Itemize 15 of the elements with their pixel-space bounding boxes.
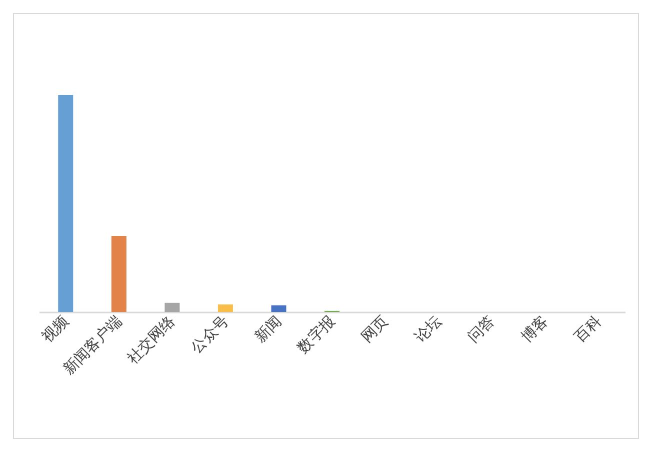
bar xyxy=(111,236,126,312)
x-tick-label: 网页 xyxy=(359,314,392,346)
x-tick-label: 公众号 xyxy=(188,312,232,357)
x-tick-label: 视频 xyxy=(38,312,72,346)
x-tick-label: 问答 xyxy=(464,312,498,346)
bar xyxy=(58,95,74,312)
bar xyxy=(271,305,286,312)
x-tick-label: 论坛 xyxy=(412,312,445,346)
bar xyxy=(218,304,233,312)
x-tick-label: 百科 xyxy=(571,312,605,346)
x-tick-label: 博客 xyxy=(518,312,552,346)
x-tick-label: 新闻 xyxy=(252,312,286,346)
bar xyxy=(164,302,180,312)
x-tick-label: 社交网络 xyxy=(124,312,179,368)
x-tick-label: 数字报 xyxy=(294,312,338,357)
